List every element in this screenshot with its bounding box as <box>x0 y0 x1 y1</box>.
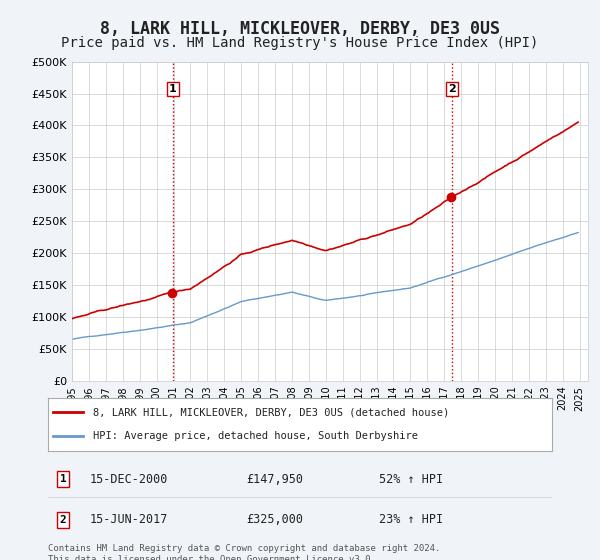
Text: Price paid vs. HM Land Registry's House Price Index (HPI): Price paid vs. HM Land Registry's House … <box>61 36 539 50</box>
Text: 1: 1 <box>60 474 67 484</box>
Text: 23% ↑ HPI: 23% ↑ HPI <box>379 513 443 526</box>
Text: 8, LARK HILL, MICKLEOVER, DERBY, DE3 0US (detached house): 8, LARK HILL, MICKLEOVER, DERBY, DE3 0US… <box>94 408 449 418</box>
Text: 8, LARK HILL, MICKLEOVER, DERBY, DE3 0US: 8, LARK HILL, MICKLEOVER, DERBY, DE3 0US <box>100 20 500 38</box>
Text: Contains HM Land Registry data © Crown copyright and database right 2024.
This d: Contains HM Land Registry data © Crown c… <box>48 544 440 560</box>
Text: £147,950: £147,950 <box>247 473 304 486</box>
Text: 2: 2 <box>60 515 67 525</box>
Text: £325,000: £325,000 <box>247 513 304 526</box>
Text: 15-JUN-2017: 15-JUN-2017 <box>89 513 168 526</box>
Text: 1: 1 <box>169 84 176 94</box>
Text: 2: 2 <box>448 84 456 94</box>
Text: HPI: Average price, detached house, South Derbyshire: HPI: Average price, detached house, Sout… <box>94 431 418 441</box>
Text: 52% ↑ HPI: 52% ↑ HPI <box>379 473 443 486</box>
Text: 15-DEC-2000: 15-DEC-2000 <box>89 473 168 486</box>
